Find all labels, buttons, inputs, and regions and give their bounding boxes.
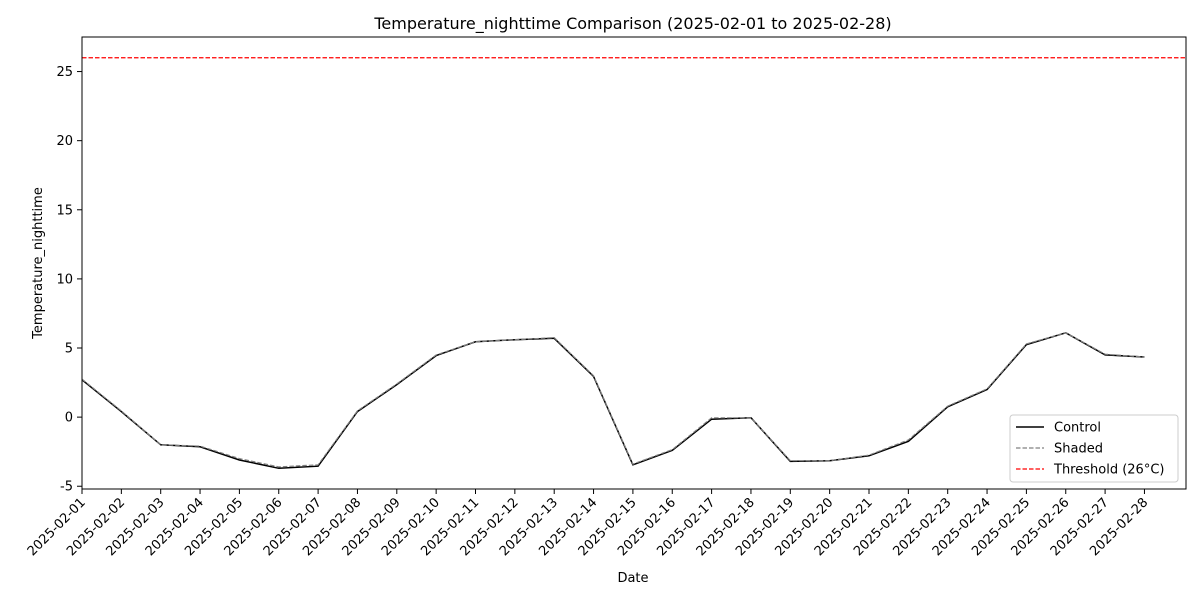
legend-label: Threshold (26°C) <box>1053 463 1164 478</box>
y-tick-label: -5 <box>60 480 73 495</box>
y-axis-label: Temperature_nighttime <box>31 187 46 340</box>
chart-title: Temperature_nighttime Comparison (2025-0… <box>373 14 891 34</box>
y-tick-label: 20 <box>56 134 73 149</box>
y-tick-label: 0 <box>65 411 73 426</box>
y-tick-label: 15 <box>56 203 73 218</box>
legend-label: Control <box>1054 421 1101 436</box>
series-line-shaded <box>81 332 1145 468</box>
y-tick-label: 25 <box>56 65 73 80</box>
legend-label: Shaded <box>1054 442 1103 457</box>
y-tick-label: 5 <box>65 342 73 357</box>
legend: Control Shaded Threshold (26°C) <box>1009 414 1179 483</box>
y-tick-label: 10 <box>56 272 73 287</box>
series-line-control <box>81 331 1145 470</box>
legend-box <box>1009 414 1179 483</box>
axes-frame <box>81 36 1187 490</box>
x-axis-label: Date <box>617 571 648 586</box>
